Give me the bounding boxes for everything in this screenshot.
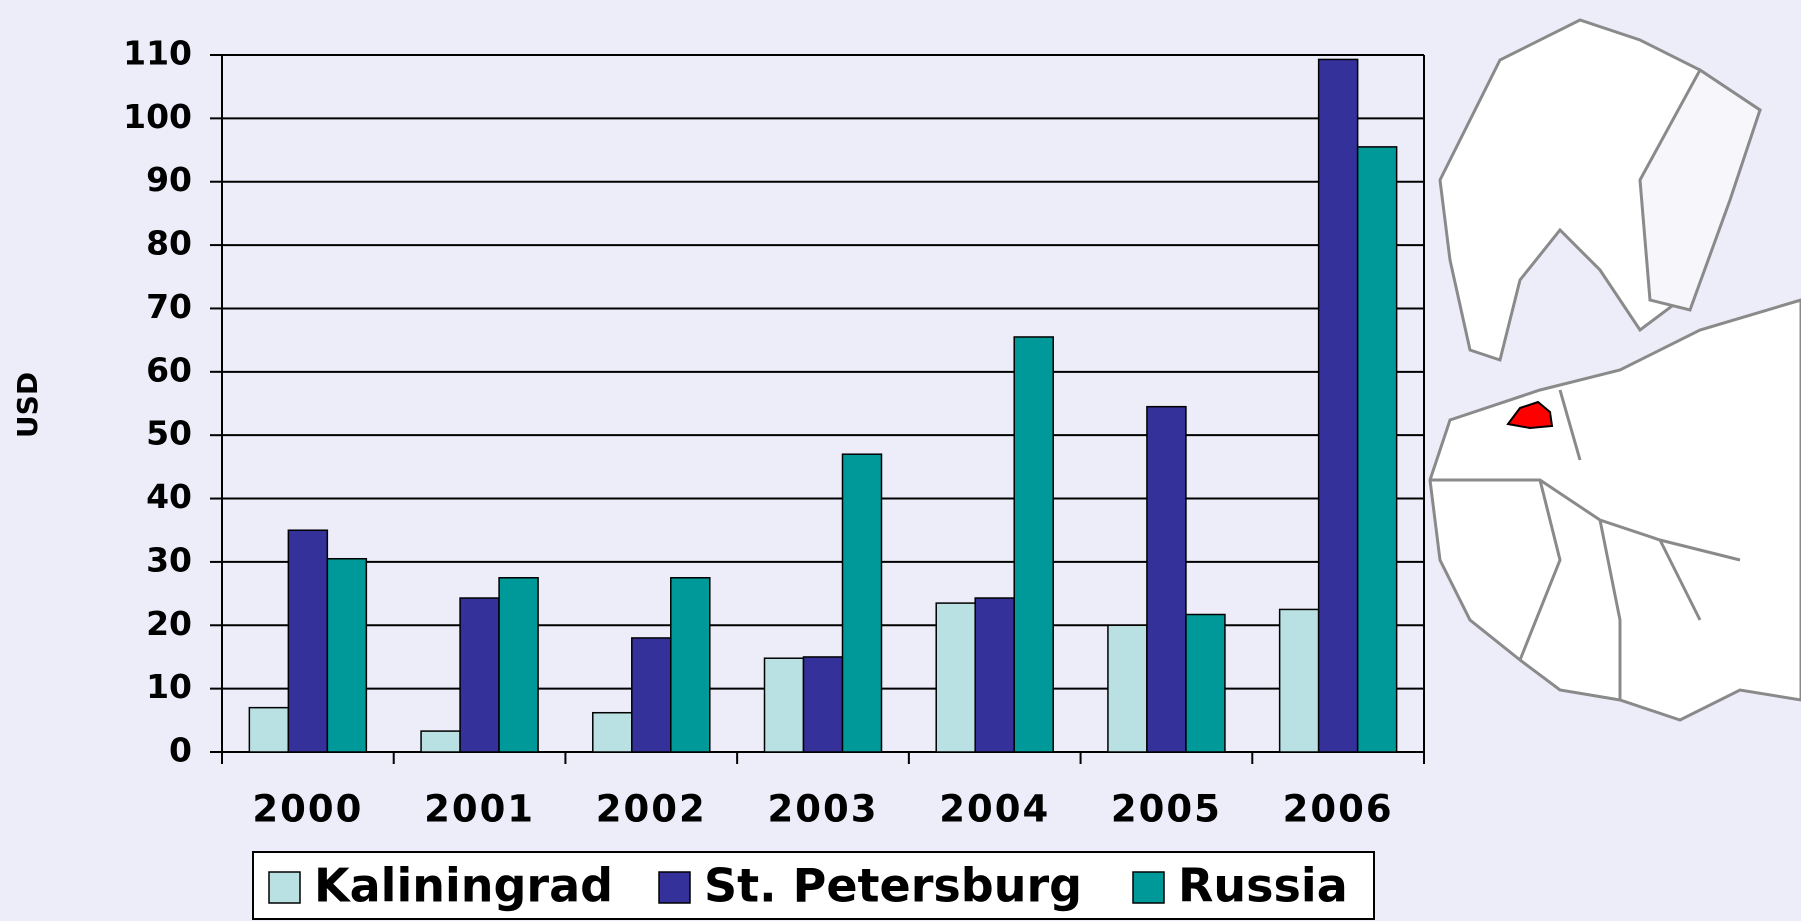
legend-label: Kaliningrad xyxy=(314,859,613,913)
y-tick-label: 100 xyxy=(123,97,192,136)
y-tick-label: 90 xyxy=(146,160,192,199)
y-tick-label: 50 xyxy=(146,414,192,453)
bar xyxy=(670,577,711,753)
x-tick-label: 2005 xyxy=(1111,788,1222,831)
bar xyxy=(287,529,329,753)
bar xyxy=(326,557,368,753)
bar xyxy=(763,657,805,753)
x-tick-label: 2001 xyxy=(424,788,535,831)
legend-box xyxy=(252,851,1375,920)
legend-swatch xyxy=(658,871,691,904)
bar xyxy=(802,656,844,753)
legend-label: St. Petersburg xyxy=(704,859,1082,913)
bar xyxy=(1146,405,1187,753)
bar xyxy=(248,706,290,753)
eastern-europe xyxy=(1428,298,1801,722)
bar xyxy=(1013,336,1054,753)
bar xyxy=(1107,624,1148,753)
legend-swatch xyxy=(1132,871,1165,904)
y-tick-label: 80 xyxy=(146,224,192,263)
bar xyxy=(631,637,672,753)
bar xyxy=(592,711,633,753)
y-tick-label: 70 xyxy=(146,287,192,326)
y-axis-label: USD xyxy=(11,372,44,438)
y-tick-label: 30 xyxy=(146,540,192,579)
finland xyxy=(1638,67,1762,312)
bar xyxy=(1185,613,1226,753)
x-tick-label: 2000 xyxy=(252,788,363,831)
legend-label: Russia xyxy=(1178,859,1348,913)
x-tick-label: 2003 xyxy=(768,788,879,831)
y-tick-label: 10 xyxy=(146,667,192,706)
bar xyxy=(1356,146,1398,753)
y-tick-label: 60 xyxy=(146,350,192,389)
bar xyxy=(459,597,500,753)
x-tick-label: 2002 xyxy=(596,788,707,831)
x-tick-label: 2006 xyxy=(1283,788,1394,831)
y-tick-label: 40 xyxy=(146,477,192,516)
y-tick-label: 20 xyxy=(146,604,192,643)
bar xyxy=(935,602,976,753)
y-tick-label: 0 xyxy=(169,731,192,770)
map xyxy=(1428,18,1801,722)
bar xyxy=(974,597,1015,753)
borders xyxy=(1430,389,1741,700)
x-tick-label: 2004 xyxy=(939,788,1050,831)
bar xyxy=(841,453,883,753)
bar xyxy=(420,730,461,753)
bar xyxy=(1317,58,1359,753)
kaliningrad-region xyxy=(1506,400,1554,430)
legend-swatch xyxy=(268,871,301,904)
bar xyxy=(498,577,539,753)
y-tick-label: 110 xyxy=(123,34,192,73)
plot-area xyxy=(222,55,1424,752)
bar xyxy=(1278,608,1320,753)
